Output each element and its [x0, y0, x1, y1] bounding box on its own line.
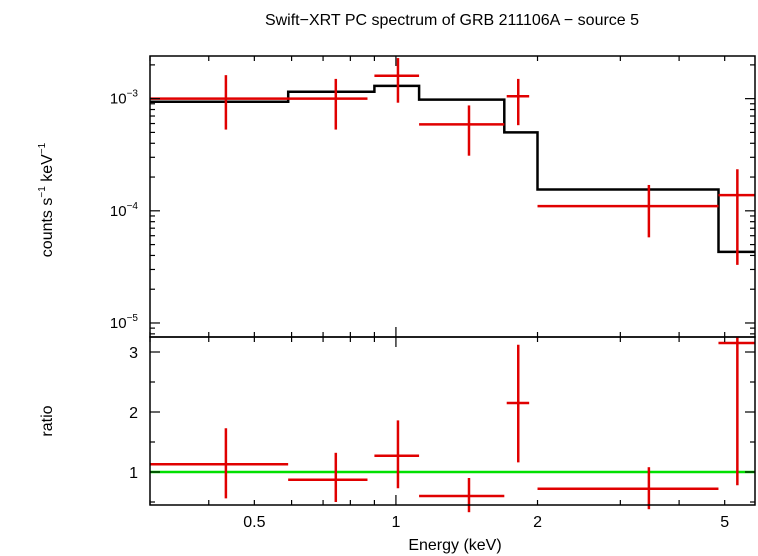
spectrum-panel: 10−310−410−5 counts s−1 keV−1 [37, 55, 756, 338]
spectrum-data-point-3 [374, 58, 420, 103]
x-tick-label: 5 [720, 514, 729, 531]
y-tick-exponent: −5 [127, 313, 139, 324]
spectrum-data-point-5 [506, 78, 530, 126]
ratio-data-point-3 [374, 420, 420, 489]
y-tick-exponent: −4 [127, 201, 139, 212]
ratio-y-tick-label: 1 [129, 465, 138, 482]
spectrum-data-point-6 [537, 184, 719, 238]
ratio-data-point-4 [419, 478, 505, 513]
x-axis-label: Energy (keV) [408, 537, 501, 554]
x-tick-label: 1 [391, 514, 400, 531]
ratio-plot-area [150, 337, 755, 513]
spectrum-y-tick-label: 10−4 [110, 201, 139, 220]
ratio-data-point-5 [506, 344, 530, 463]
spectrum-data-point-4 [419, 105, 505, 156]
ratio-y-tick-label: 2 [129, 405, 138, 422]
ratio-y-axis-label: ratio [39, 405, 56, 436]
y-label-sup-2: −1 [37, 142, 48, 154]
ratio-data-point-1 [150, 428, 289, 499]
y-tick-base: 10 [110, 91, 127, 108]
ratio-data-point-6 [537, 467, 719, 510]
ratio-y-ticks: 1 2 3 [129, 345, 755, 503]
spectrum-y-axis-label: counts s−1 keV−1 [37, 142, 56, 257]
x-ticks: 0.5 1 2 5 [149, 56, 729, 531]
spectrum-data-point-1 [150, 75, 289, 130]
ratio-panel: 1 2 3 ratio [39, 336, 756, 513]
ratio-data-point-2 [288, 452, 368, 502]
x-tick-label: 0.5 [243, 514, 265, 531]
spectrum-y-tick-label: 10−3 [110, 89, 139, 108]
ratio-panel-frame [149, 336, 756, 506]
spectrum-data-point-2 [288, 78, 368, 130]
spectrum-y-tick-label: 10−5 [110, 313, 139, 332]
spectrum-data-point-7 [718, 169, 755, 265]
model-step-line [150, 84, 755, 254]
y-tick-base: 10 [110, 315, 127, 332]
x-tick-label: 2 [533, 514, 542, 531]
y-label-sup-1: −1 [37, 186, 48, 198]
ratio-y-tick-label: 3 [129, 345, 138, 362]
y-tick-base: 10 [110, 203, 127, 220]
chart-title: Swift−XRT PC spectrum of GRB 211106A − s… [265, 12, 639, 29]
spectrum-plot-area [150, 58, 755, 265]
spectrum-y-ticks: 10−310−410−5 [110, 64, 755, 335]
ratio-data-point-7 [718, 337, 755, 486]
y-label-part-counts: counts s [39, 198, 56, 258]
y-label-part-kev: keV [39, 154, 56, 186]
y-tick-exponent: −3 [127, 89, 139, 100]
